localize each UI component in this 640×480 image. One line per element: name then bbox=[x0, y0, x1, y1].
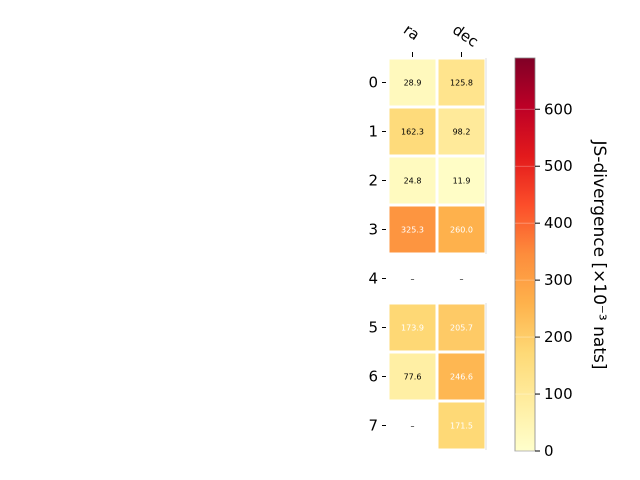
colorbar-tick-label-100: 100 bbox=[544, 385, 573, 403]
heatmap-cell-r0-c1 bbox=[438, 59, 485, 106]
heatmap-cell-r6-c0 bbox=[389, 353, 436, 400]
heatmap-cell-r5-c1 bbox=[438, 304, 485, 351]
heatmap-cell-r7-c1 bbox=[438, 402, 485, 449]
cell-label-r3-c0: 325.3 bbox=[401, 226, 424, 235]
row-tick-labels: 0 1 2 3 4 5 6 7 bbox=[368, 74, 386, 435]
column-tick-label-dec: dec bbox=[449, 21, 481, 51]
heatmap-cells: 28.9 125.8 162.3 98.2 24.8 11.9 325.3 260.0 – – 17… bbox=[389, 58, 487, 450]
colorbar-tick-labels: 0 100 200 300 400 500 600 bbox=[515, 100, 573, 460]
cell-label-r5-c1: 205.7 bbox=[450, 324, 473, 333]
row-tick-label-4: 4 bbox=[368, 270, 378, 288]
colorbar-tick-label-400: 400 bbox=[544, 214, 573, 232]
colorbar-label: JS-divergence [×10⁻³ nats] bbox=[589, 140, 609, 370]
row-tick-label-1: 1 bbox=[368, 123, 378, 141]
column-tick-labels: ra dec bbox=[400, 21, 482, 57]
colorbar-gradient bbox=[514, 57, 536, 452]
heatmap-cell-r2-c1 bbox=[438, 157, 485, 204]
row-tick-label-5: 5 bbox=[368, 319, 378, 337]
cell-label-r7-c0: – bbox=[411, 422, 415, 431]
row-tick-label-6: 6 bbox=[368, 368, 378, 386]
colorbar bbox=[514, 57, 536, 452]
heatmap-cell-r2-c0 bbox=[389, 157, 436, 204]
row-tick-label-0: 0 bbox=[368, 74, 378, 92]
heatmap-cell-r1-c0 bbox=[389, 108, 436, 155]
cell-label-r1-c1: 98.2 bbox=[453, 128, 471, 137]
cell-label-r2-c1: 11.9 bbox=[453, 177, 471, 186]
colorbar-tick-label-600: 600 bbox=[544, 100, 573, 118]
colorbar-tick-label-0: 0 bbox=[544, 442, 554, 460]
cell-label-r2-c0: 24.8 bbox=[404, 177, 422, 186]
row-tick-label-3: 3 bbox=[368, 221, 378, 239]
row-tick-label-7: 7 bbox=[368, 417, 378, 435]
heatmap-cell-r3-c0 bbox=[389, 206, 436, 253]
colorbar-tick-label-200: 200 bbox=[544, 328, 573, 346]
colorbar-tick-label-300: 300 bbox=[544, 271, 573, 289]
colorbar-tick-label-500: 500 bbox=[544, 157, 573, 175]
cell-label-r6-c0: 77.6 bbox=[404, 373, 422, 382]
cell-label-r6-c1: 246.6 bbox=[450, 373, 473, 382]
cell-label-r4-c0: – bbox=[411, 275, 415, 284]
cell-label-r7-c1: 171.5 bbox=[450, 422, 473, 431]
cell-label-r3-c1: 260.0 bbox=[450, 226, 473, 235]
heatmap-cell-r5-c0 bbox=[389, 304, 436, 351]
cell-label-r0-c0: 28.9 bbox=[404, 79, 422, 88]
heatmap-cell-r3-c1 bbox=[438, 206, 485, 253]
cell-label-r0-c1: 125.8 bbox=[450, 79, 473, 88]
cell-label-r5-c0: 173.9 bbox=[401, 324, 424, 333]
column-tick-label-ra: ra bbox=[400, 21, 423, 45]
cell-label-r4-c1: – bbox=[460, 275, 464, 284]
heatmap-cell-r0-c0 bbox=[389, 59, 436, 106]
heatmap-cell-r6-c1 bbox=[438, 353, 485, 400]
cell-label-r1-c0: 162.3 bbox=[401, 128, 424, 137]
row-tick-label-2: 2 bbox=[368, 172, 378, 190]
heatmap-cell-r1-c1 bbox=[438, 108, 485, 155]
